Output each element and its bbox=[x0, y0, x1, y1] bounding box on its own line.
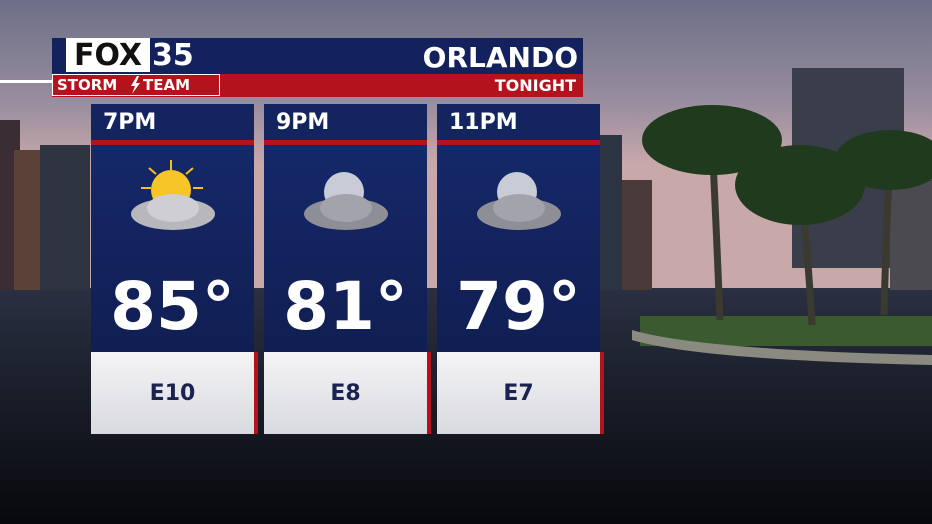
accent-strip bbox=[427, 352, 431, 434]
temperature: 85° bbox=[110, 268, 235, 345]
accent-strip bbox=[600, 352, 604, 434]
forecast-panel: 9PM 81° E8 bbox=[264, 104, 431, 434]
time: 11PM bbox=[437, 104, 600, 140]
partly-sunny-icon bbox=[131, 160, 215, 230]
forecast-panel: 7PM 85° E10 bbox=[91, 104, 258, 434]
forecast-panel: 11PM 79° E7 bbox=[437, 104, 604, 434]
wind: E8 bbox=[264, 352, 427, 434]
logo-team-right: TEAM bbox=[143, 76, 191, 94]
logo-team-left: STORM bbox=[57, 76, 118, 94]
time: 7PM bbox=[91, 104, 254, 140]
wind: E7 bbox=[437, 352, 600, 434]
temperature: 81° bbox=[283, 268, 408, 345]
accent-strip bbox=[254, 352, 258, 434]
wind: E10 bbox=[91, 352, 254, 434]
period: TONIGHT bbox=[494, 76, 576, 95]
divider bbox=[264, 140, 427, 145]
logo-network: FOX bbox=[66, 38, 150, 73]
partly-cloudy-night-icon bbox=[304, 172, 388, 230]
logo-team: STORM TEAM bbox=[52, 74, 220, 96]
temperature: 79° bbox=[456, 268, 581, 345]
time: 9PM bbox=[264, 104, 427, 140]
partly-cloudy-night-icon bbox=[477, 172, 561, 230]
divider bbox=[437, 140, 600, 145]
accent-line bbox=[0, 80, 60, 83]
divider bbox=[91, 140, 254, 145]
logo-channel: 35 bbox=[152, 38, 194, 73]
bolt-icon bbox=[131, 76, 140, 94]
city: ORLANDO bbox=[422, 41, 578, 74]
